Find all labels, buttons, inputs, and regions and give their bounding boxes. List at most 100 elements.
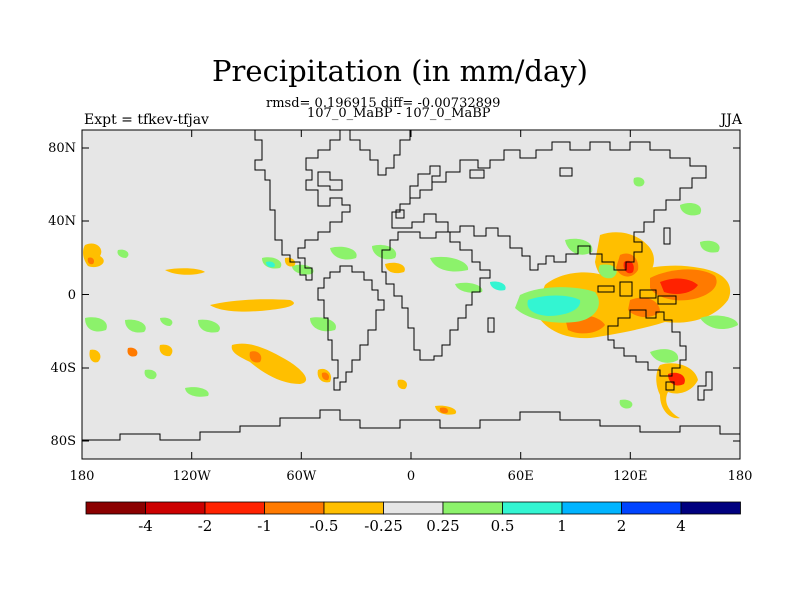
experiment-label: Expt = tfkev-tfjav (84, 112, 209, 128)
colorbar-label: -0.25 (364, 517, 402, 535)
lon-tick-label: 60E (508, 469, 534, 484)
anomaly-patch (159, 344, 173, 357)
anomaly-patch (598, 264, 617, 279)
colorbar-label: 1 (557, 517, 567, 535)
coastline-north-america (254, 130, 351, 281)
lon-tick-label: 120W (173, 469, 212, 484)
anomaly-patch (619, 399, 633, 409)
colorbar-box (442, 501, 503, 515)
coastline-south-america (317, 265, 385, 391)
anomaly-patch (87, 257, 95, 265)
anomaly-patch (330, 246, 357, 260)
anomaly-patch (249, 351, 262, 363)
lon-tick-label: 60W (286, 469, 317, 484)
anomaly-patch (650, 349, 679, 363)
anomaly-patch (455, 282, 483, 293)
anomaly-patch (165, 268, 205, 275)
anomaly-patch (439, 407, 449, 414)
anomaly-patch (89, 349, 101, 363)
anomaly-patch (127, 347, 138, 357)
anomaly-patch (160, 317, 173, 326)
anomaly-patch (700, 240, 720, 253)
lon-tick-label: 180 (728, 469, 753, 484)
colorbar-box (264, 501, 325, 515)
lon-tick-labels: 180 120W 60W 0 60E 120E 180 (70, 469, 753, 484)
colorbar-labels: -4 -2 -1 -0.5 -0.25 0.25 0.5 1 2 4 (138, 517, 686, 535)
anomaly-patch (185, 387, 209, 397)
anomaly-patch (321, 372, 330, 381)
colorbar-label: -1 (257, 517, 272, 535)
anomaly-shading (83, 177, 738, 419)
anomaly-patch (680, 203, 702, 216)
coastline-new-guinea (657, 295, 677, 305)
colorbar-box (323, 501, 384, 515)
anomaly-patch (490, 281, 506, 291)
coastline-antarctica (82, 409, 740, 441)
coastline-japan (663, 227, 671, 245)
colorbar-label: -4 (138, 517, 153, 535)
lat-tick-labels: 80N 40N 0 40S 80S (48, 141, 76, 449)
colorbar-box (680, 501, 741, 515)
colorbar-label: 0.5 (491, 517, 515, 535)
coastline-australia (607, 309, 687, 377)
colorbar-label: -0.5 (310, 517, 339, 535)
lon-tick-label: 0 (407, 469, 415, 484)
colorbar-label: 4 (676, 517, 686, 535)
stats-line: rmsd= 0.196915 diff= -0.00732899 (266, 96, 501, 111)
coastline-eurasia (391, 141, 707, 271)
coastline-arctic-islands (317, 171, 343, 191)
anomaly-patch (266, 261, 275, 268)
season-label: JJA (720, 112, 742, 128)
lat-tick-label: 0 (68, 288, 76, 303)
coastline-indonesia (597, 281, 657, 299)
anomaly-patch (210, 299, 294, 312)
colorbar-label: 0.25 (426, 517, 459, 535)
anomaly-patch (430, 256, 469, 272)
plot-title: Precipitation (in mm/day) (212, 54, 588, 88)
anomaly-patch (397, 379, 408, 390)
coastline-scandinavia (409, 165, 441, 198)
anomaly-patch (656, 363, 698, 419)
lat-tick-label: 40N (48, 214, 76, 229)
coastline-africa (381, 231, 491, 361)
lat-tick-label: 80S (51, 434, 76, 449)
anomaly-patch (292, 264, 314, 275)
colorbar-box (204, 501, 265, 515)
anomaly-patch (633, 177, 645, 187)
anomaly-patch (310, 317, 336, 332)
coastline-tasmania (665, 381, 675, 391)
coastline-new-zealand (697, 371, 713, 401)
anomaly-patch (198, 319, 220, 333)
anomaly-patch (565, 238, 593, 255)
colorbar-box (383, 501, 444, 515)
colorbar-label: 2 (617, 517, 627, 535)
anomaly-patch (117, 249, 129, 258)
anomaly-patch (527, 295, 581, 316)
lon-tick-label: 120E (613, 469, 647, 484)
lat-tick-label: 80N (48, 141, 76, 156)
anomaly-patch (125, 319, 146, 333)
anomaly-patch (385, 262, 405, 274)
coastline-madagascar (487, 317, 495, 333)
coastline-arctic-fragment (469, 169, 485, 179)
anomaly-patch (144, 369, 157, 380)
colorbar-box (502, 501, 563, 515)
lon-tick-label: 180 (70, 469, 95, 484)
case-line: 107_0_MaBP - 107_0_MaBP (307, 106, 491, 121)
coastline-greenland (349, 130, 411, 176)
colorbar-label: -2 (198, 517, 213, 535)
coastline-british-isles (395, 209, 405, 219)
colorbar (85, 501, 741, 515)
anomaly-patch (85, 317, 107, 332)
colorbar-box (145, 501, 206, 515)
lat-tick-label: 40S (51, 361, 76, 376)
colorbar-box (85, 501, 146, 515)
anomaly-patch (700, 315, 738, 330)
colorbar-box (561, 501, 622, 515)
anomaly-patch (628, 297, 660, 318)
anomaly-patch (660, 278, 698, 294)
coastlines (82, 130, 740, 441)
axis-ticks (81, 130, 741, 459)
coastline-arctic-fragment (559, 167, 573, 177)
